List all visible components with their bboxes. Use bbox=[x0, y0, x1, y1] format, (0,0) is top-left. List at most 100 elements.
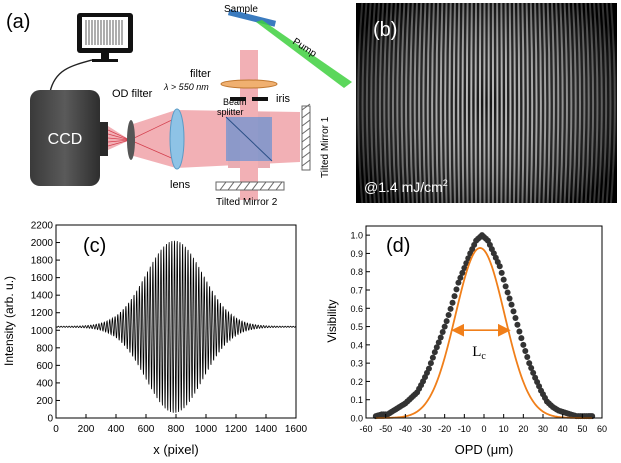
visibility-point bbox=[524, 354, 531, 361]
visibility-point bbox=[443, 318, 450, 325]
c-y-tick-label: 600 bbox=[36, 361, 53, 372]
visibility-point bbox=[530, 369, 537, 376]
d-y-tick-label: 0.0 bbox=[350, 414, 363, 424]
panel-a-label: (a) bbox=[6, 11, 30, 33]
c-y-tick-label: 1200 bbox=[31, 308, 54, 319]
visibility-point bbox=[528, 365, 535, 372]
visibility-point bbox=[463, 260, 470, 267]
visibility-point bbox=[427, 360, 434, 367]
d-y-tick-label: 0.1 bbox=[350, 395, 363, 405]
visibility-point bbox=[406, 396, 413, 403]
c-x-tick-label: 1600 bbox=[285, 424, 308, 435]
d-y-tick-label: 0.4 bbox=[350, 340, 363, 350]
d-x-tick-label: -60 bbox=[359, 424, 372, 434]
visibility-point bbox=[520, 341, 527, 348]
c-y-axis-label: Intensity (arb. u.) bbox=[2, 276, 16, 366]
d-x-tick-label: -10 bbox=[458, 424, 471, 434]
setup-diagram: (a) CCD bbox=[6, 4, 352, 208]
ccd-label: CCD bbox=[48, 131, 83, 148]
mirror1-label: Tilted Mirror 1 bbox=[320, 116, 331, 178]
visibility-point bbox=[488, 246, 495, 253]
interferogram-line bbox=[55, 240, 297, 413]
visibility-point bbox=[435, 339, 442, 346]
visibility-point bbox=[541, 394, 548, 401]
tilted-mirror-2 bbox=[215, 181, 285, 191]
c-x-axis-label: x (pixel) bbox=[153, 442, 199, 457]
interference-image: (b) @1.4 mJ/cm2 bbox=[356, 2, 617, 204]
visibility-point bbox=[504, 289, 511, 296]
monitor-icon bbox=[77, 13, 133, 62]
visibility-point bbox=[447, 305, 454, 312]
visibility-point bbox=[510, 308, 517, 315]
c-x-tick-label: 1000 bbox=[195, 424, 218, 435]
visibility-point bbox=[482, 235, 489, 242]
c-y-tick-label: 1800 bbox=[31, 256, 54, 267]
visibility-point bbox=[514, 321, 521, 328]
visibility-point bbox=[471, 241, 478, 248]
mirror2-label: Tilted Mirror 2 bbox=[216, 197, 278, 208]
visibility-point bbox=[516, 328, 523, 335]
visibility-point bbox=[522, 347, 529, 354]
visibility-point bbox=[455, 279, 462, 286]
sample-label: Sample bbox=[224, 4, 258, 15]
panel-c-label: (c) bbox=[83, 235, 106, 257]
visibility-point bbox=[412, 391, 419, 398]
visibility-point bbox=[536, 383, 543, 390]
od-filter bbox=[127, 120, 135, 160]
c-x-tick-label: 200 bbox=[78, 424, 95, 435]
intensity-chart: 0 200 400 600 800 1000 1200 1400 1600 0 200 400 600 8… bbox=[2, 221, 308, 458]
visibility-point bbox=[439, 329, 446, 336]
d-x-tick-label: 30 bbox=[538, 424, 548, 434]
visibility-point bbox=[518, 335, 525, 342]
monitor-cable bbox=[49, 59, 93, 93]
d-y-tick-label: 1.0 bbox=[350, 231, 363, 241]
d-x-tick-label: -40 bbox=[399, 424, 412, 434]
filter bbox=[220, 79, 278, 89]
visibility-point bbox=[431, 349, 438, 356]
coherence-length-symbol: L bbox=[472, 344, 481, 360]
d-x-tick-label: -20 bbox=[438, 424, 451, 434]
lens bbox=[169, 108, 185, 170]
visibility-point bbox=[433, 344, 440, 351]
iris bbox=[230, 97, 268, 101]
c-y-tick-label: 2200 bbox=[31, 221, 54, 232]
ccd-camera: CCD bbox=[30, 90, 108, 186]
filter-label: filter bbox=[190, 68, 211, 80]
d-y-tick-label: 0.2 bbox=[350, 377, 363, 387]
visibility-point bbox=[526, 360, 533, 367]
visibility-point bbox=[461, 265, 468, 272]
c-y-tick-label: 2000 bbox=[31, 238, 54, 249]
d-y-tick-label: 0.8 bbox=[350, 267, 363, 277]
fluence-annotation: @1.4 mJ/cm2 bbox=[364, 178, 448, 195]
gaussian-fit-line bbox=[375, 247, 593, 419]
beam-rays bbox=[107, 117, 177, 161]
c-y-tick-label: 200 bbox=[36, 396, 53, 407]
visibility-point bbox=[423, 369, 430, 376]
c-x-tick-label: 400 bbox=[108, 424, 125, 435]
visibility-point bbox=[445, 311, 452, 318]
filter-condition: λ > 550 nm bbox=[163, 82, 209, 92]
c-x-tick-label: 1400 bbox=[255, 424, 278, 435]
c-y-tick-label: 800 bbox=[36, 343, 53, 354]
visibility-point bbox=[429, 354, 436, 361]
d-x-tick-label: 40 bbox=[558, 424, 568, 434]
c-y-tick-label: 1600 bbox=[31, 273, 54, 284]
visibility-point bbox=[500, 276, 507, 283]
visibility-point bbox=[437, 334, 444, 341]
d-y-tick-label: 0.3 bbox=[350, 359, 363, 369]
coherence-length-subscript: c bbox=[481, 351, 486, 362]
panel-b-label: (b) bbox=[373, 19, 397, 41]
c-x-tick-label: 800 bbox=[168, 424, 185, 435]
visibility-point bbox=[418, 382, 425, 389]
c-y-tick-label: 400 bbox=[36, 378, 53, 389]
visibility-point bbox=[457, 274, 464, 281]
lens-label: lens bbox=[170, 179, 191, 191]
d-x-tick-label: 10 bbox=[499, 424, 509, 434]
visibility-point bbox=[441, 323, 448, 330]
d-x-tick-label: -30 bbox=[418, 424, 431, 434]
d-x-tick-label: 60 bbox=[597, 424, 607, 434]
c-x-tick-label: 1200 bbox=[225, 424, 248, 435]
c-x-tick-label: 600 bbox=[138, 424, 155, 435]
visibility-chart: -60 -50 -40 -30 -20 -10 0 10 20 30 40 50 60 0.0 0.1 0.2… bbox=[325, 225, 607, 457]
